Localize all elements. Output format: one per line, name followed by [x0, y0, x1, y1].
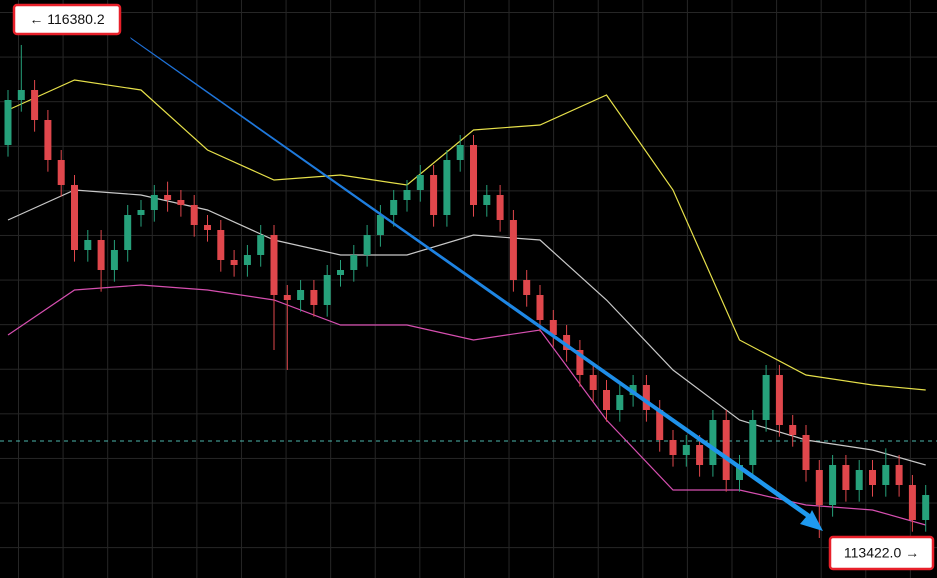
candle-body: [71, 185, 78, 250]
candle-body: [443, 160, 451, 215]
candle-body: [124, 215, 132, 250]
band-line: [7, 79, 926, 391]
candle-body: [470, 145, 477, 205]
band-line: [7, 189, 926, 466]
candle-body: [802, 435, 810, 470]
candle-body: [217, 230, 225, 260]
candle-body: [376, 215, 384, 235]
candle-body: [656, 410, 664, 440]
candle-body: [270, 235, 278, 295]
candle-body: [749, 420, 757, 465]
candle-body: [589, 375, 597, 390]
candle-body: [895, 465, 903, 485]
candle-body: [842, 465, 850, 490]
candle-body: [696, 445, 704, 465]
candle-body: [869, 470, 876, 485]
candle-body: [509, 220, 517, 280]
candle-body: [283, 295, 291, 300]
candle-body: [257, 235, 265, 255]
candle-body: [416, 175, 424, 190]
candle-body: [337, 270, 344, 275]
band-line: [7, 284, 926, 526]
candle-body: [775, 375, 783, 425]
candle-body: [563, 335, 571, 350]
candle-body: [430, 175, 438, 215]
candle-body: [908, 485, 916, 520]
candle-body: [642, 385, 650, 410]
annotation-label: 113422.0 →: [844, 545, 919, 561]
candle-body: [523, 280, 531, 295]
candle-body: [829, 465, 837, 505]
candle-body: [31, 90, 39, 120]
candle-body: [363, 235, 371, 255]
candle-body: [549, 320, 557, 335]
candle-body: [855, 470, 863, 490]
candle-body: [17, 90, 25, 100]
candle-body: [882, 465, 890, 485]
candle-body: [815, 470, 823, 505]
annotation-box: [12, 3, 122, 36]
candle-body: [922, 495, 930, 520]
candle-body: [496, 195, 504, 220]
candle-body: [603, 390, 610, 410]
candle-body: [57, 160, 65, 185]
candle-body: [762, 375, 770, 420]
candle-body: [483, 195, 491, 205]
candle-body: [390, 200, 398, 215]
candle-body: [682, 445, 690, 455]
candle-body: [150, 195, 158, 210]
candle-body: [669, 440, 677, 455]
candle-body: [323, 275, 331, 305]
candle-body: [456, 145, 464, 160]
candle-body: [722, 420, 730, 480]
candle-body: [190, 205, 198, 225]
candle-body: [97, 240, 105, 270]
candle-body: [310, 290, 318, 305]
candle-body: [44, 120, 52, 160]
candle-body: [297, 290, 305, 300]
candle-body: [709, 420, 717, 465]
candle-body: [137, 210, 145, 215]
arrow-body: [130, 37, 823, 531]
candle-body: [164, 195, 172, 200]
candle-body: [230, 260, 238, 265]
candle-body: [536, 295, 544, 320]
candle-body: [350, 255, 358, 270]
candle-body: [110, 250, 118, 270]
candle-body: [576, 350, 584, 375]
candle-body: [4, 100, 12, 145]
candle-body: [403, 190, 411, 200]
annotation-box: [828, 535, 935, 571]
candle-body: [177, 200, 185, 205]
annotation-label: ← 116380.2: [29, 11, 104, 27]
trend-arrow: [130, 37, 823, 531]
candle-body: [243, 255, 251, 265]
candle-body: [204, 225, 211, 230]
candle-body: [789, 425, 797, 435]
candle-body: [84, 240, 92, 250]
candle-body: [616, 395, 624, 410]
candle-body: [736, 465, 743, 480]
